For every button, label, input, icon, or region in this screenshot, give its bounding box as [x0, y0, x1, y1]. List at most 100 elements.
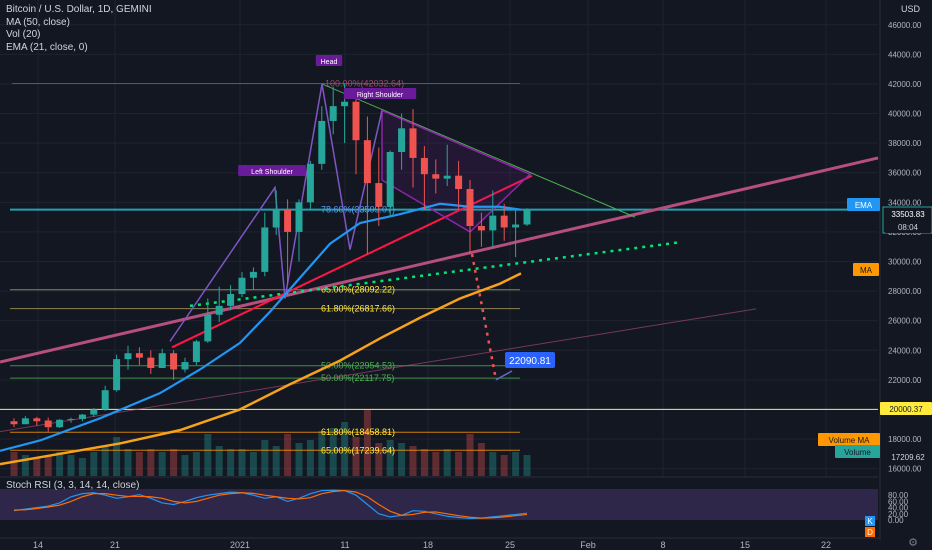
candle-body — [295, 202, 303, 232]
pattern-annotation-label: Head — [321, 59, 338, 66]
stoch-d-line — [13, 489, 528, 519]
lower-trendline — [0, 308, 757, 433]
candle-body — [78, 414, 86, 420]
pattern-annotation-label: Right Shoulder — [357, 92, 404, 99]
stoch-tick-label: 60.00 — [888, 497, 909, 506]
countdown-tag: 08:04 — [898, 223, 919, 232]
candle-body — [386, 152, 394, 207]
stoch-tick-label: 0.00 — [888, 516, 904, 525]
volume-value-tag-bg — [885, 450, 931, 463]
ema-legend: EMA (21, close, 0) — [6, 41, 88, 53]
fib-level-label: 61.80%(26817.66) — [321, 304, 395, 314]
countdown-tag-bg — [885, 220, 931, 233]
volume-ma-tag-bg — [818, 433, 880, 446]
price-tick-label: 24000.00 — [888, 346, 922, 355]
candle-body — [375, 183, 383, 207]
volume-bar — [170, 449, 178, 476]
price-tick-label: 44000.00 — [888, 50, 922, 59]
volume-bar — [249, 452, 257, 476]
volume-bar — [135, 452, 143, 476]
candle-body — [215, 305, 223, 315]
candle-body — [33, 418, 41, 422]
volume-bar — [10, 452, 18, 476]
pattern-annotation-box — [315, 55, 343, 66]
stoch-pane — [0, 477, 878, 525]
time-tick-label: 2021 — [230, 540, 250, 550]
time-tick-label: 11 — [340, 540, 349, 550]
candle-body — [523, 209, 531, 225]
volume-bar — [113, 437, 121, 476]
volume-bar — [386, 440, 394, 476]
volume-bar — [192, 452, 200, 476]
candle-body — [181, 362, 189, 370]
green-dotted-projection — [189, 241, 681, 308]
volume-bar — [523, 455, 531, 476]
candle-body — [432, 174, 440, 179]
chart-legend: Bitcoin / U.S. Dollar, 1D, GEMINI MA (50… — [6, 4, 152, 54]
volume-bar — [284, 434, 292, 476]
price-tick-label: 30000.00 — [888, 257, 922, 266]
stoch-title: Stoch RSI (3, 3, 14, 14, close) — [6, 480, 140, 491]
ma-axis-tag: MA — [860, 266, 873, 275]
target-price-box — [505, 352, 555, 368]
price-tick-label: 40000.00 — [888, 110, 922, 119]
price-tick-label: 26000.00 — [888, 317, 922, 326]
time-tick-label: 8 — [660, 540, 665, 550]
candle-body — [477, 225, 485, 231]
candle-body — [512, 224, 520, 228]
candle-body — [443, 175, 451, 179]
level-tag: 20000.37 — [889, 405, 923, 414]
candle-body — [192, 341, 200, 363]
candle-body — [409, 128, 417, 158]
last-price-tag-bg — [885, 207, 931, 220]
time-tick-label: 18 — [423, 540, 433, 550]
stoch-band — [0, 489, 878, 520]
volume-bar — [329, 428, 337, 476]
time-tick-label: 21 — [110, 540, 120, 550]
ma-legend: MA (50, close) — [6, 16, 70, 28]
fib-level-label: 61.80%(18458.81) — [321, 427, 395, 437]
time-tick-label: 25 — [505, 540, 515, 550]
volume-bar — [204, 434, 212, 476]
volume-bar — [227, 449, 235, 476]
stoch-tick-label: 80.00 — [888, 491, 909, 500]
volume-bar — [90, 452, 98, 476]
fib-level-label: 78.60%(33509.07) — [321, 205, 395, 215]
price-tick-label: 16000.00 — [888, 465, 922, 474]
candle-body — [124, 353, 132, 360]
volume-bar — [158, 452, 166, 476]
volume-bar — [101, 446, 109, 476]
target-pointer — [495, 370, 513, 381]
volume-bar — [409, 446, 417, 476]
candle-body — [135, 353, 143, 358]
settings-gear-icon[interactable]: ⚙ — [908, 537, 918, 549]
volume-bar — [67, 455, 75, 476]
time-tick-label: 14 — [33, 540, 43, 550]
candle-body — [21, 418, 29, 425]
fib-level-label: 50.00%(22954.53) — [321, 361, 395, 371]
volume-bar — [341, 422, 349, 476]
volume-bar — [181, 455, 189, 476]
fib-level-label: 100.00%(42032.64) — [325, 78, 404, 88]
volume-bar — [78, 458, 86, 476]
volume-bar — [443, 449, 451, 476]
stoch-tick-label: 40.00 — [888, 504, 909, 513]
volume-bar — [33, 458, 41, 476]
red-dotted-projection — [470, 253, 498, 381]
candle-body — [318, 120, 326, 164]
last-price-tag: 33503.83 — [891, 210, 925, 219]
volume-bar — [306, 440, 314, 476]
stoch-d-badge — [865, 527, 875, 537]
candle-body — [249, 271, 257, 278]
candle-body — [261, 227, 269, 272]
candle-body — [398, 128, 406, 153]
fib-level-label: 50.00%(22117.75) — [321, 373, 394, 383]
rising-trendline — [0, 156, 879, 364]
time-tick-label: 15 — [740, 540, 750, 550]
volume-tag-bg — [835, 445, 880, 458]
price-tick-label: 42000.00 — [888, 80, 922, 89]
volume-value-tag: 17209.62 — [891, 453, 925, 462]
candle-body — [341, 101, 349, 107]
ema-axis-tag-bg — [847, 198, 880, 211]
